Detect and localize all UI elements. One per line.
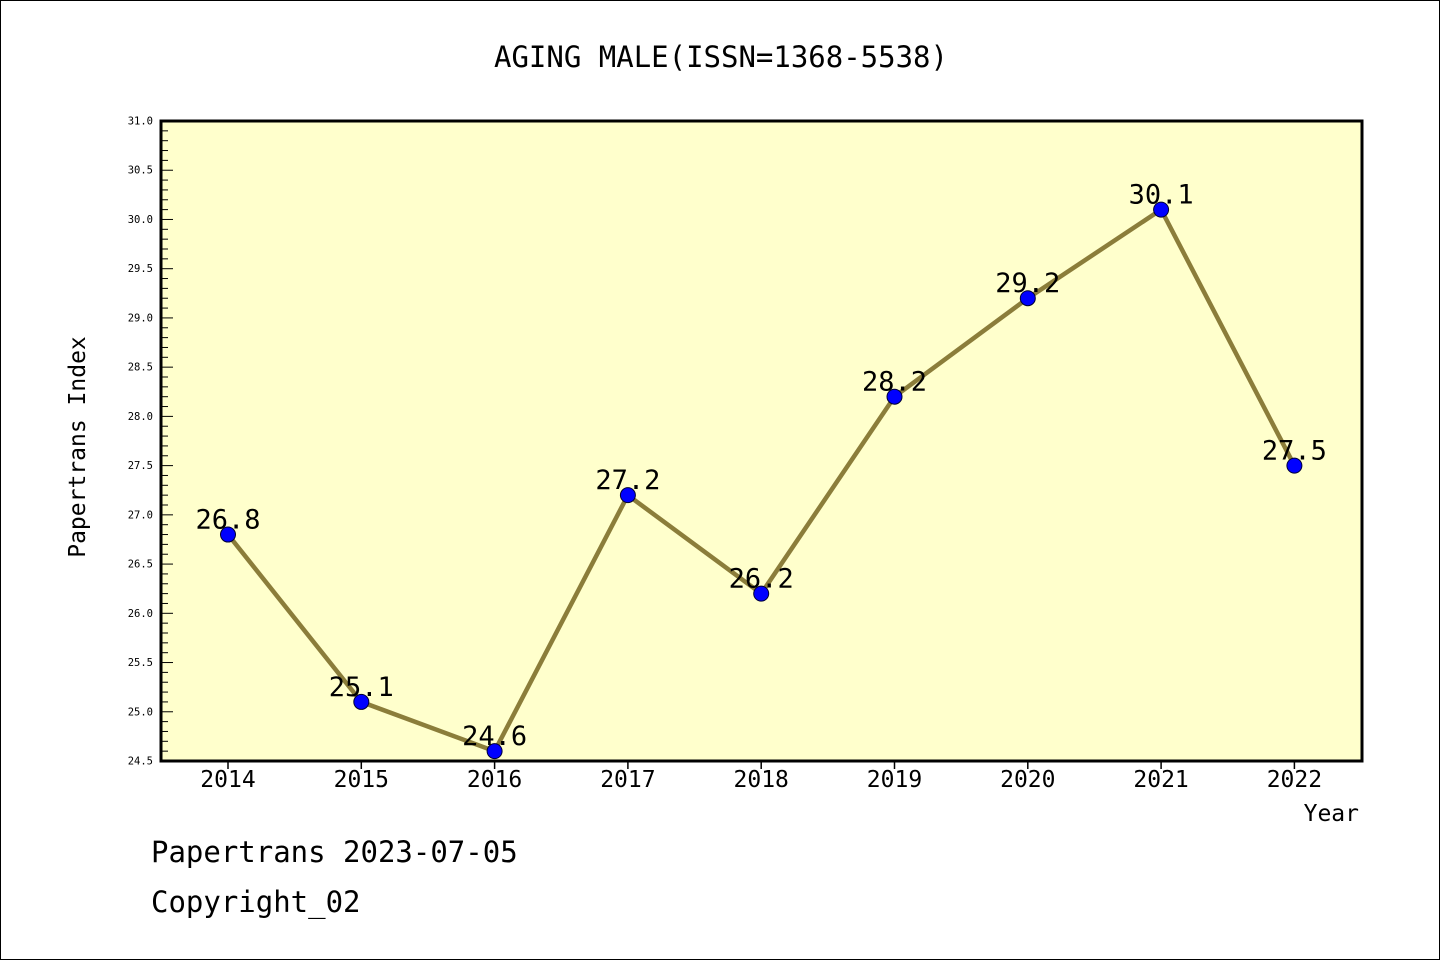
y-tick-label: 30.5 bbox=[128, 165, 153, 177]
data-label: 25.1 bbox=[329, 672, 394, 703]
data-labels: 26.8 25.1 24.6 27.2 26.2 28.2 29.2 30.1 27.5 bbox=[195, 180, 1326, 753]
data-label: 29.2 bbox=[995, 268, 1060, 299]
x-tick-label: 2014 bbox=[200, 767, 255, 793]
y-tick-label: 26.5 bbox=[128, 559, 153, 571]
y-tick-label: 28.5 bbox=[128, 362, 153, 374]
x-axis-label: Year bbox=[1304, 801, 1359, 827]
plot-border bbox=[159, 119, 1364, 763]
footer-copyright: Copyright_02 bbox=[151, 885, 361, 919]
data-point-marker bbox=[486, 743, 503, 760]
y-tick-label: 27.0 bbox=[128, 509, 153, 521]
data-point-marker bbox=[1019, 290, 1036, 307]
x-tick-label: 2017 bbox=[600, 767, 655, 793]
x-tick-label: 2015 bbox=[334, 767, 389, 793]
plot-area bbox=[161, 121, 1362, 761]
data-point-marker bbox=[1153, 201, 1170, 218]
chart-title: AGING MALE(ISSN=1368-5538) bbox=[494, 40, 948, 74]
x-tick-label: 2016 bbox=[467, 767, 522, 793]
y-tick-label: 29.5 bbox=[128, 263, 153, 275]
footer-source-date: Papertrans 2023-07-05 bbox=[151, 835, 518, 869]
y-tick-label: 28.0 bbox=[128, 411, 153, 423]
data-label: 27.5 bbox=[1262, 436, 1327, 467]
x-tick-label: 2020 bbox=[1000, 767, 1055, 793]
data-point-marker bbox=[753, 585, 770, 602]
data-label: 26.8 bbox=[195, 505, 260, 536]
x-tick-label: 2022 bbox=[1267, 767, 1322, 793]
y-tick-label: 29.0 bbox=[128, 312, 153, 324]
x-tick-label: 2019 bbox=[867, 767, 922, 793]
data-label: 24.6 bbox=[462, 721, 527, 752]
data-point-marker bbox=[353, 693, 370, 710]
y-tick-label: 27.5 bbox=[128, 460, 153, 472]
data-point-marker bbox=[886, 388, 903, 405]
series-markers bbox=[220, 201, 1303, 760]
y-tick-label: 25.5 bbox=[128, 657, 153, 669]
data-label: 27.2 bbox=[595, 465, 660, 496]
y-tick-label: 26.0 bbox=[128, 608, 153, 620]
data-point-marker bbox=[220, 526, 236, 543]
data-point-marker bbox=[1286, 457, 1303, 474]
data-label: 26.2 bbox=[729, 564, 794, 595]
x-axis-ticks: 2014 2015 2016 2017 2018 2019 2020 2021 2022 bbox=[200, 761, 1322, 793]
x-tick-label: 2018 bbox=[734, 767, 789, 793]
y-axis-ticks: 24.5 25.0 25.5 26.0 26.5 27.0 27.5 28.0 28.5 29.0… bbox=[128, 116, 173, 768]
data-label: 30.1 bbox=[1129, 180, 1194, 211]
x-tick-label: 2021 bbox=[1133, 767, 1188, 793]
data-label: 28.2 bbox=[862, 367, 927, 398]
y-tick-label: 30.0 bbox=[128, 214, 153, 226]
y-tick-label: 25.0 bbox=[128, 706, 153, 718]
y-axis-label: Papertrans Index bbox=[65, 336, 91, 558]
y-tick-label: 31.0 bbox=[128, 116, 153, 128]
data-point-marker bbox=[619, 487, 636, 504]
y-tick-label: 24.5 bbox=[128, 756, 153, 768]
